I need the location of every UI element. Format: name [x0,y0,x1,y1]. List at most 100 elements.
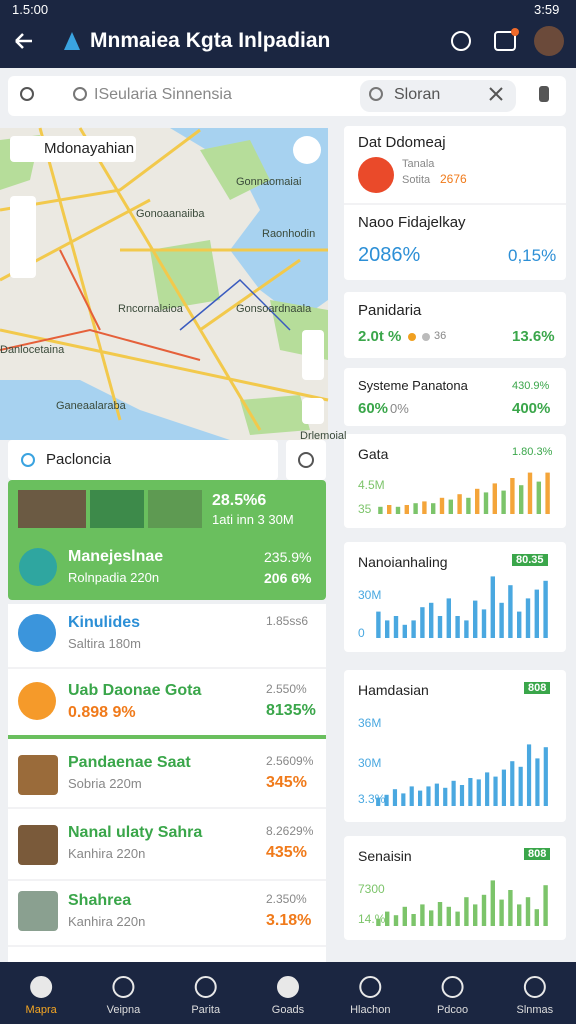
item-value: 1.85ss6 [266,614,309,628]
card-value: 0,15% [508,246,557,265]
bar [437,902,443,926]
card-value: 430.9% [512,380,550,392]
nav-icon[interactable] [30,976,53,998]
camera-icon[interactable] [494,31,516,51]
item-icon [18,614,56,652]
item-subtitle: 0.898 9% [68,704,136,721]
nav-icon[interactable] [441,976,464,998]
axis-label: 36M [358,716,382,730]
zoom-control[interactable] [302,330,324,380]
nav-label[interactable]: Mapra [25,1004,57,1016]
bar [510,761,515,806]
card-icon [358,157,394,193]
nav-label[interactable]: Parita [191,1004,221,1016]
featured-title: Manejeslnae [68,548,164,565]
bar [475,488,480,514]
bar [448,499,453,514]
card-title: Gata [358,446,389,462]
bar [431,503,436,514]
nav-icon[interactable] [359,976,382,998]
card-text: Sotita [402,174,431,186]
bar [413,503,418,514]
badge [511,28,519,36]
item-value: 345% [266,774,307,791]
search-query: Sloran [394,86,441,103]
axis-label: 35 [358,502,372,516]
item-title: Shahrea [68,892,132,909]
card [344,126,566,280]
bar [545,472,550,514]
nav-label[interactable]: Hlachon [350,1004,391,1016]
search-pill[interactable] [360,80,516,112]
zoom-control[interactable] [10,196,36,278]
bar [517,611,522,638]
bar [468,778,473,806]
bar [446,906,451,926]
nav-label[interactable]: Pdcoo [436,1004,469,1016]
avatar[interactable] [534,26,564,56]
card-title: Naoo Fidajelkay [358,214,466,231]
zoom-control[interactable] [302,398,324,424]
bar [476,779,481,806]
bar [385,620,390,638]
axis-label: 0 [358,626,365,640]
mic-icon[interactable] [539,86,549,102]
bar [376,918,381,926]
item-subtitle: Kanhira 220n [68,846,146,861]
bar [510,478,515,514]
item-value: 8135% [266,702,316,719]
nav-label[interactable]: Veipna [106,1004,141,1016]
search-icon [73,87,87,101]
featured-subtitle: Rolnpadia 220n [68,570,160,585]
nav-icon[interactable] [277,976,299,998]
bar [378,506,383,514]
item-title: Pandaenae Saat [68,754,191,771]
bar [501,769,506,806]
locate-button[interactable] [286,440,326,480]
search-icon [369,87,383,101]
dot [422,333,430,341]
bar [525,598,531,638]
nav-icon[interactable] [112,976,135,998]
bar [490,880,495,926]
bar [418,790,423,806]
bar [534,909,539,926]
compass[interactable] [293,136,321,164]
axis-label: 30M [358,588,382,602]
map-search[interactable] [8,440,278,480]
bar [527,472,533,514]
card-title: Hamdasian [358,682,429,698]
card-title: Panidaria [358,302,422,319]
nav-label[interactable]: Goads [271,1004,305,1016]
card-badge: 80.35 [512,554,548,566]
card-title: Senaisin [358,848,412,864]
axis-label: 30M [358,756,382,770]
axis-label: 4.5M [358,478,385,492]
nav-label[interactable]: Slnmas [516,1004,554,1016]
card-value: 2676 [440,172,467,186]
nav-icon[interactable] [523,976,546,998]
bar [439,497,445,514]
card-value: 0% [390,401,409,416]
map-place: Gonnaomaiai [236,176,302,188]
bar [466,497,471,514]
back-icon[interactable] [15,33,32,49]
nav-icon[interactable] [194,976,217,998]
item-value: 3.18% [266,912,312,929]
card-value: 36 [434,330,447,342]
bar [519,485,524,514]
card-title: Nanoianhaling [358,554,448,570]
bar [543,885,548,926]
notify-icon[interactable] [451,31,471,51]
card-title: Dat Ddomeaj [358,134,446,151]
card [344,368,566,426]
bar [464,897,469,926]
park [0,135,328,435]
bar [402,624,407,638]
featured-card[interactable] [8,480,326,600]
clear-icon[interactable] [489,87,503,101]
bar [543,747,548,806]
bar [473,904,478,926]
bar [409,786,414,806]
